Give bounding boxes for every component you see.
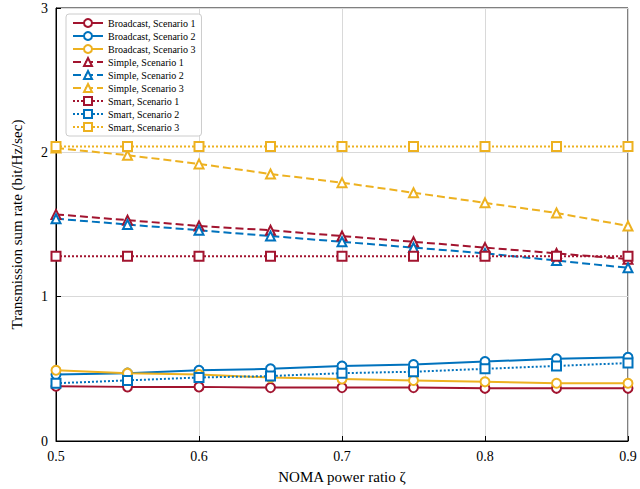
svg-text:NOMA power ratio ζ: NOMA power ratio ζ — [278, 469, 405, 485]
svg-text:Transmission sum rate (bit/Hz/: Transmission sum rate (bit/Hz/sec) — [9, 120, 26, 330]
svg-text:Smart, Scenario 3: Smart, Scenario 3 — [108, 122, 179, 133]
svg-text:Broadcast, Scenario 1: Broadcast, Scenario 1 — [108, 18, 195, 29]
svg-text:0.9: 0.9 — [619, 449, 637, 464]
svg-text:3: 3 — [41, 1, 48, 16]
svg-text:0.5: 0.5 — [47, 449, 65, 464]
svg-text:Simple, Scenario 3: Simple, Scenario 3 — [108, 83, 184, 94]
svg-text:Smart, Scenario 1: Smart, Scenario 1 — [108, 96, 179, 107]
svg-text:0.7: 0.7 — [333, 449, 351, 464]
svg-text:Simple, Scenario 2: Simple, Scenario 2 — [108, 70, 184, 81]
svg-text:Broadcast, Scenario 2: Broadcast, Scenario 2 — [108, 31, 195, 42]
svg-text:Simple, Scenario 1: Simple, Scenario 1 — [108, 57, 184, 68]
svg-text:Smart, Scenario 2: Smart, Scenario 2 — [108, 109, 179, 120]
svg-text:1: 1 — [41, 289, 48, 304]
svg-text:0: 0 — [41, 434, 48, 449]
svg-text:2: 2 — [41, 145, 48, 160]
svg-text:Broadcast, Scenario 3: Broadcast, Scenario 3 — [108, 44, 195, 55]
svg-text:0.8: 0.8 — [476, 449, 494, 464]
svg-text:0.6: 0.6 — [190, 449, 208, 464]
